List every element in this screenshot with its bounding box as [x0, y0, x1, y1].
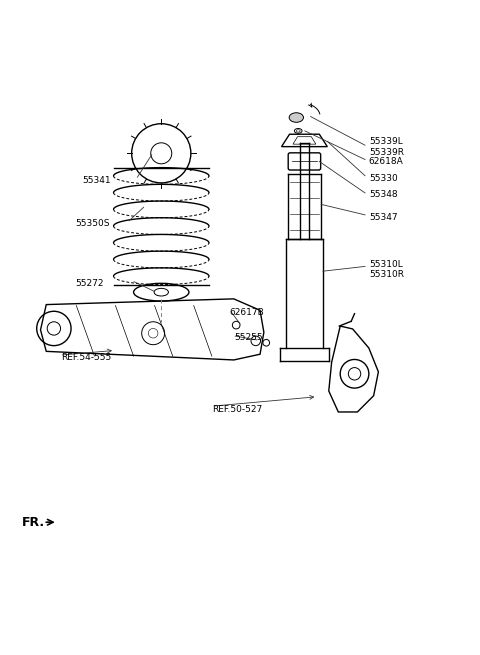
Text: 55350S: 55350S [75, 219, 110, 228]
Ellipse shape [289, 113, 303, 122]
Text: FR.: FR. [22, 515, 45, 529]
Text: REF.54-555: REF.54-555 [61, 352, 111, 362]
Text: 55330: 55330 [369, 174, 397, 183]
Text: 55348: 55348 [369, 191, 397, 199]
Text: 55341: 55341 [83, 176, 111, 185]
Text: 55310L
55310R: 55310L 55310R [369, 259, 404, 279]
Text: 55272: 55272 [75, 279, 104, 288]
Text: REF.50-527: REF.50-527 [212, 405, 263, 414]
Text: 62617B: 62617B [229, 308, 264, 317]
Text: 55339L
55339R: 55339L 55339R [369, 138, 404, 157]
Text: 62618A: 62618A [369, 157, 404, 166]
Text: 55347: 55347 [369, 214, 397, 222]
Text: 55255: 55255 [234, 333, 263, 343]
